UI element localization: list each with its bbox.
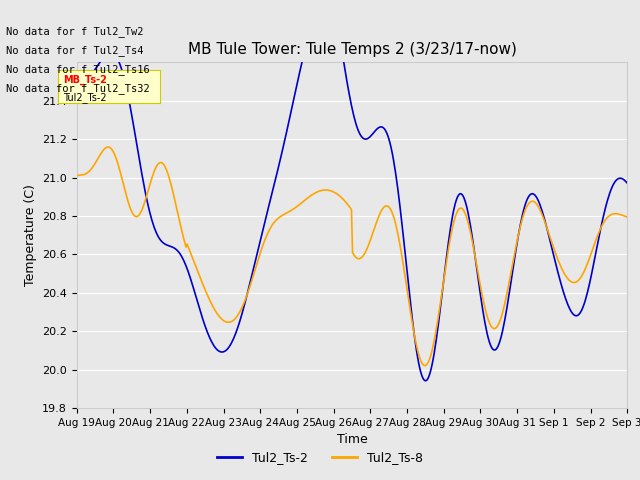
Text: MB_Ts-2: MB_Ts-2: [63, 75, 107, 85]
Text: No data for f Tul2_Ts4: No data for f Tul2_Ts4: [6, 45, 144, 56]
Legend: Tul2_Ts-2, Tul2_Ts-8: Tul2_Ts-2, Tul2_Ts-8: [212, 446, 428, 469]
Text: No data for f Tul2_Ts32: No data for f Tul2_Ts32: [6, 83, 150, 94]
Text: No data for f Tul2_Tw2: No data for f Tul2_Tw2: [6, 25, 144, 36]
Title: MB Tule Tower: Tule Temps 2 (3/23/17-now): MB Tule Tower: Tule Temps 2 (3/23/17-now…: [188, 42, 516, 57]
Text: No data for f Tul2_Ts16: No data for f Tul2_Ts16: [6, 64, 150, 75]
Y-axis label: Temperature (C): Temperature (C): [24, 184, 36, 286]
X-axis label: Time: Time: [337, 433, 367, 446]
Text: Tul2_Ts-2: Tul2_Ts-2: [63, 92, 106, 103]
